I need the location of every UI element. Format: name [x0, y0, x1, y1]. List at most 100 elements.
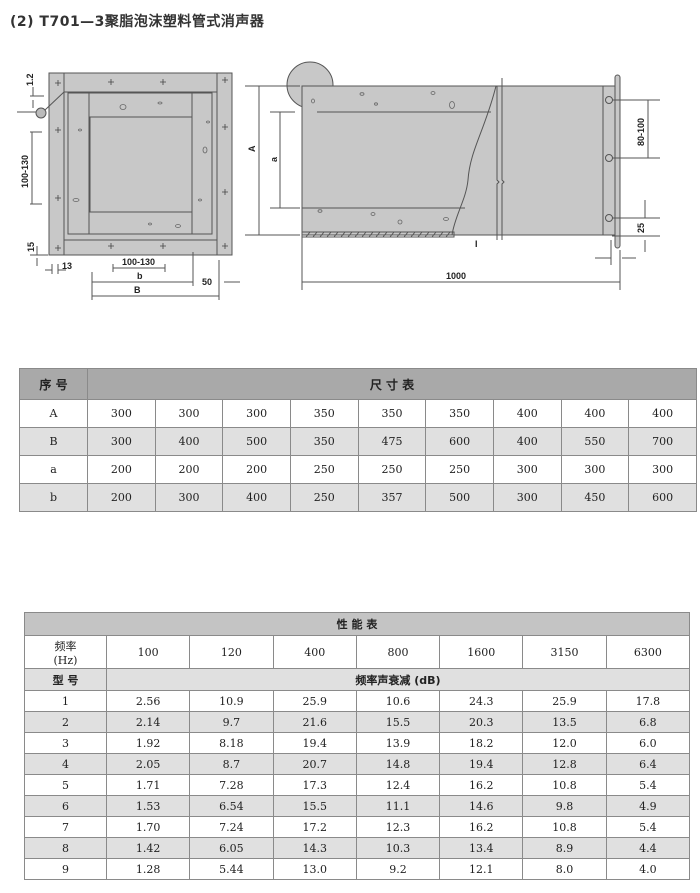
attenuation-cell: 9.7 [189, 711, 274, 733]
size-cell: 357 [357, 483, 427, 512]
frequency-header: 800 [355, 635, 441, 669]
attenuation-cell: 12.3 [355, 816, 441, 838]
attenuation-label: 频率声衰减 (dB) [106, 668, 690, 691]
attenuation-cell: 11.1 [355, 795, 441, 817]
size-table-header-left: 序 号 [19, 368, 88, 400]
attenuation-cell: 1.42 [105, 837, 191, 859]
frequency-header: 6300 [605, 635, 691, 669]
inner-passage [89, 116, 193, 213]
attenuation-cell: 4.4 [605, 837, 691, 859]
performance-table-row: 4 2.05 8.7 20.7 14.8 19.4 12.8 6.4 [24, 753, 691, 775]
attenuation-cell: 14.3 [272, 837, 357, 859]
row-label: A [19, 399, 88, 428]
attenuation-cell: 18.2 [439, 732, 524, 754]
attenuation-cell: 9.2 [355, 858, 441, 880]
size-cell: 350 [289, 427, 359, 456]
size-cell: 500 [222, 427, 291, 456]
attenuation-cell: 8.9 [522, 837, 607, 859]
attenuation-cell: 25.9 [522, 690, 607, 712]
size-cell: 700 [628, 427, 697, 456]
size-cell: 550 [560, 427, 630, 456]
attenuation-cell: 8.18 [189, 732, 274, 754]
model-number: 7 [24, 816, 107, 838]
performance-table-row: 1 2.56 10.9 25.9 10.6 24.3 25.9 17.8 [24, 690, 691, 712]
attenuation-cell: 12.8 [522, 753, 607, 775]
performance-table-row: 3 1.92 8.18 19.4 13.9 18.2 12.0 6.0 [24, 732, 691, 754]
model-number: 2 [24, 711, 107, 733]
attenuation-cell: 8.7 [189, 753, 274, 775]
size-cell: 400 [628, 399, 697, 428]
attenuation-cell: 12.4 [355, 774, 441, 796]
attenuation-cell: 1.28 [105, 858, 191, 880]
attenuation-cell: 6.8 [605, 711, 691, 733]
model-number: 4 [24, 753, 107, 775]
frequency-header: 1600 [439, 635, 524, 669]
dim-label: 100-130 [20, 155, 30, 188]
size-cell: 400 [222, 483, 291, 512]
size-cell: 400 [492, 427, 562, 456]
size-cell: 300 [492, 455, 562, 484]
model-number: 8 [24, 837, 107, 859]
size-cell: 400 [154, 427, 224, 456]
attenuation-cell: 7.28 [189, 774, 274, 796]
performance-table-row: 6 1.53 6.54 15.5 11.1 14.6 9.8 4.9 [24, 795, 691, 817]
dim-label: b [137, 271, 143, 281]
attenuation-cell: 10.9 [189, 690, 274, 712]
dim-label: 100-130 [122, 257, 155, 267]
attenuation-cell: 1.70 [105, 816, 191, 838]
attenuation-cell: 6.05 [189, 837, 274, 859]
attenuation-cell: 25.9 [272, 690, 357, 712]
dim-label: a [269, 156, 279, 162]
size-cell: 350 [357, 399, 427, 428]
attenuation-cell: 12.0 [522, 732, 607, 754]
size-cell: 600 [628, 483, 697, 512]
attenuation-cell: 17.3 [272, 774, 357, 796]
size-cell: 475 [357, 427, 427, 456]
size-table-row: A 300 300 300 350 350 350 400 400 400 [19, 399, 697, 428]
size-cell: 300 [154, 399, 224, 428]
row-label: b [19, 483, 88, 512]
performance-table: 性 能 表 频率 (Hz) 100 120 400 800 1600 3150 6300 型 … [24, 612, 691, 880]
attenuation-cell: 1.92 [105, 732, 191, 754]
attenuation-cell: 1.71 [105, 774, 191, 796]
size-cell: 500 [425, 483, 494, 512]
size-cell: 200 [154, 455, 224, 484]
model-number: 6 [24, 795, 107, 817]
size-cell: 300 [87, 427, 156, 456]
attenuation-cell: 5.44 [189, 858, 274, 880]
attenuation-cell: 13.0 [272, 858, 357, 880]
attenuation-cell: 13.5 [522, 711, 607, 733]
attenuation-cell: 13.4 [439, 837, 524, 859]
dim-label: I [475, 239, 478, 249]
size-cell: 300 [154, 483, 224, 512]
size-cell: 300 [222, 399, 291, 428]
silencer-drawing: 1.2 100-130 15 13 100-130 b B 50 A a I 1… [17, 61, 660, 300]
attenuation-cell: 24.3 [439, 690, 524, 712]
performance-table-row: 7 1.70 7.24 17.2 12.3 16.2 10.8 5.4 [24, 816, 691, 838]
size-cell: 200 [87, 455, 156, 484]
frequency-header: 400 [272, 635, 357, 669]
weld-detail-marker [35, 107, 47, 119]
attenuation-cell: 10.6 [355, 690, 441, 712]
attenuation-cell: 4.0 [605, 858, 691, 880]
attenuation-cell: 10.8 [522, 816, 607, 838]
frequency-label: 频率 (Hz) [24, 635, 107, 669]
attenuation-cell: 6.4 [605, 753, 691, 775]
dim-label: 15 [26, 242, 36, 252]
dim-label: 80-100 [636, 118, 646, 146]
size-cell: 400 [492, 399, 562, 428]
attenuation-cell: 2.56 [105, 690, 191, 712]
frequency-header: 100 [105, 635, 191, 669]
frequency-header: 120 [189, 635, 274, 669]
frequency-label-text: 频率 [54, 639, 77, 653]
attenuation-cell: 15.5 [355, 711, 441, 733]
size-cell: 350 [289, 399, 359, 428]
attenuation-cell: 12.1 [439, 858, 524, 880]
size-cell: 200 [87, 483, 156, 512]
row-label: a [19, 455, 88, 484]
size-table-row: b 200 300 400 250 357 500 300 450 600 [19, 483, 697, 512]
size-cell: 450 [560, 483, 630, 512]
attenuation-cell: 15.5 [272, 795, 357, 817]
size-table-title: 尺 寸 表 [87, 368, 697, 400]
attenuation-cell: 19.4 [439, 753, 524, 775]
